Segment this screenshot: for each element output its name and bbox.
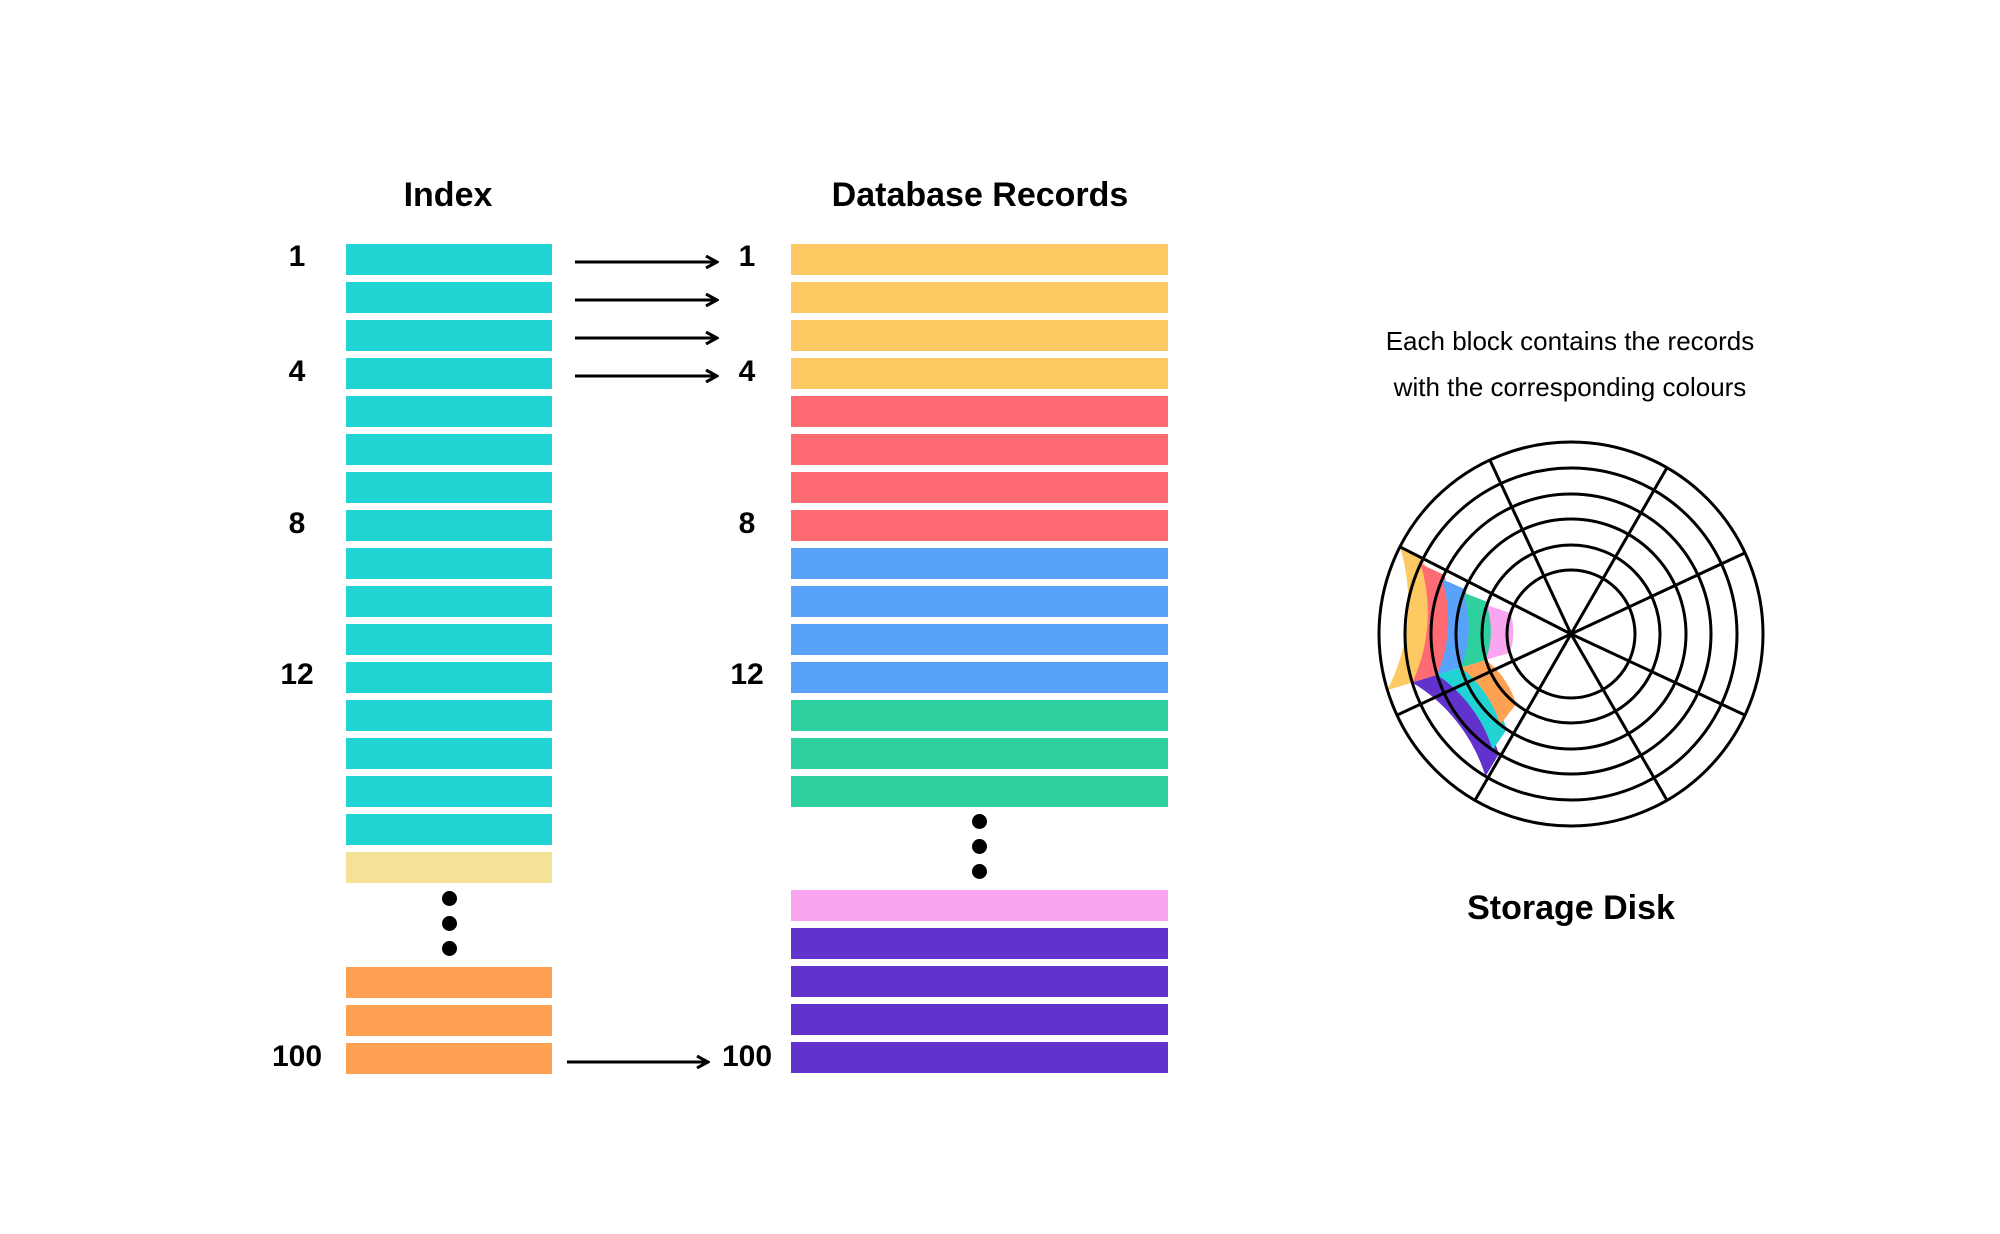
disk-sector-line bbox=[1473, 633, 1573, 802]
index-row-label-8: 8 bbox=[288, 507, 306, 540]
records-row-label-12: 12 bbox=[730, 658, 764, 691]
record-block bbox=[791, 358, 1168, 389]
record-block bbox=[791, 890, 1168, 921]
index-row-label-12: 12 bbox=[280, 658, 314, 691]
index-block bbox=[346, 738, 552, 769]
record-block bbox=[791, 624, 1168, 655]
disk-track bbox=[1505, 568, 1637, 700]
records-row-label-1: 1 bbox=[738, 240, 756, 273]
records-row-label-4: 4 bbox=[738, 355, 756, 388]
index-block bbox=[346, 396, 552, 427]
index-block bbox=[346, 776, 552, 807]
disk-block bbox=[1485, 605, 1514, 661]
disk-caption-line-1: Each block contains the records bbox=[1385, 326, 1755, 356]
record-block bbox=[791, 1004, 1168, 1035]
record-block bbox=[791, 1042, 1168, 1073]
index-block bbox=[346, 852, 552, 883]
index-ellipsis-dot bbox=[442, 916, 457, 931]
record-block bbox=[791, 320, 1168, 351]
record-block bbox=[791, 966, 1168, 997]
records-title: Database Records bbox=[831, 176, 1129, 214]
index-block bbox=[346, 434, 552, 465]
record-block bbox=[791, 776, 1168, 807]
record-block bbox=[791, 472, 1168, 503]
record-block bbox=[791, 586, 1168, 617]
index-title: Index bbox=[403, 176, 493, 214]
disk-track bbox=[1480, 543, 1662, 725]
index-block bbox=[346, 814, 552, 845]
disk-track bbox=[1429, 492, 1713, 776]
index-row-label-4: 4 bbox=[288, 355, 306, 388]
disk-sector-line bbox=[1570, 551, 1746, 636]
disk-block bbox=[1437, 579, 1471, 675]
index-block bbox=[346, 662, 552, 693]
index-block bbox=[346, 1005, 552, 1036]
records-row-label-100: 100 bbox=[721, 1040, 773, 1073]
index-block bbox=[346, 967, 552, 998]
records-ellipsis-dot bbox=[972, 814, 987, 829]
record-block bbox=[791, 282, 1168, 313]
index-row-label-100: 100 bbox=[271, 1040, 323, 1073]
disk-sectors bbox=[1396, 459, 1746, 802]
disk-sector-line bbox=[1399, 545, 1572, 636]
record-block bbox=[791, 662, 1168, 693]
disk-block bbox=[1387, 546, 1431, 691]
record-block bbox=[791, 244, 1168, 275]
index-block bbox=[346, 548, 552, 579]
index-block bbox=[346, 624, 552, 655]
record-block bbox=[791, 700, 1168, 731]
index-block bbox=[346, 472, 552, 503]
disk-sector-line bbox=[1569, 633, 1669, 802]
disk-block bbox=[1461, 660, 1517, 725]
disk-sector-line bbox=[1488, 459, 1573, 635]
index-block bbox=[346, 1043, 552, 1074]
index-block bbox=[346, 244, 552, 275]
index-block bbox=[346, 320, 552, 351]
record-block bbox=[791, 928, 1168, 959]
index-block bbox=[346, 586, 552, 617]
disk-sector-line bbox=[1569, 466, 1669, 635]
records-ellipsis-dot bbox=[972, 864, 987, 879]
disk-tracks bbox=[1377, 440, 1765, 828]
disk-label: Storage Disk bbox=[1467, 889, 1675, 927]
disk-track bbox=[1403, 466, 1739, 802]
record-block bbox=[791, 434, 1168, 465]
record-block bbox=[791, 396, 1168, 427]
disk-caption-line-2: with the corresponding colours bbox=[1393, 372, 1747, 402]
records-ellipsis-dot bbox=[972, 839, 987, 854]
index-ellipsis-dot bbox=[442, 941, 457, 956]
record-block bbox=[791, 548, 1168, 579]
index-block bbox=[346, 282, 552, 313]
index-row-label-1: 1 bbox=[288, 240, 306, 273]
index-block bbox=[346, 700, 552, 731]
records-row-label-8: 8 bbox=[738, 507, 756, 540]
record-block bbox=[791, 510, 1168, 541]
disk-sector-line bbox=[1570, 632, 1746, 717]
disk-block bbox=[1412, 674, 1499, 777]
disk-sector-line bbox=[1396, 632, 1572, 717]
index-block bbox=[346, 358, 552, 389]
index-block bbox=[346, 510, 552, 541]
disk-track bbox=[1454, 517, 1688, 751]
index-ellipsis-dot bbox=[442, 891, 457, 906]
disk-track bbox=[1377, 440, 1765, 828]
record-block bbox=[791, 738, 1168, 769]
